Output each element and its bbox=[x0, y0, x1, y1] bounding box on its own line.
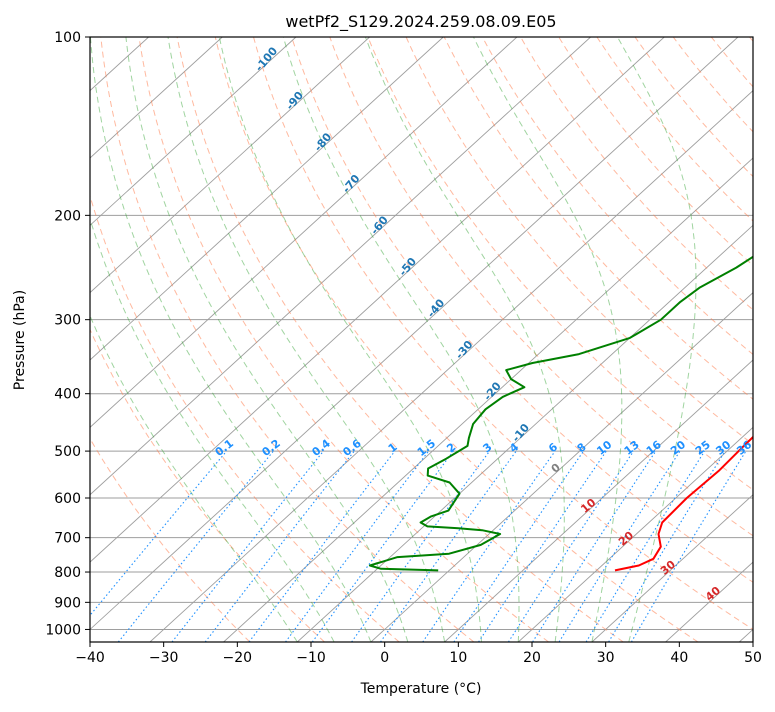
moist-adiabat-label: -70 bbox=[340, 172, 363, 196]
y-tick-label: 300 bbox=[54, 313, 81, 329]
mixing-ratio-label: 1 bbox=[386, 440, 400, 455]
isotherm-line bbox=[3, 37, 665, 642]
isotherm-line bbox=[150, 37, 775, 642]
mixing-ratio-label: 8 bbox=[575, 440, 589, 455]
isotherm-line bbox=[0, 37, 222, 642]
mixing-ratio-label: 13 bbox=[622, 438, 642, 458]
moist-adiabat-label: -20 bbox=[481, 379, 504, 403]
x-tick-label: 0 bbox=[380, 650, 389, 666]
x-tick-label: −30 bbox=[149, 650, 179, 666]
y-tick-label: 1000 bbox=[45, 622, 81, 638]
mixing-ratio-label: 0.4 bbox=[310, 437, 334, 459]
dry-adiabat bbox=[63, 37, 400, 642]
mixing-ratio-line bbox=[205, 451, 354, 642]
dry-adiabat bbox=[521, 37, 775, 642]
x-tick-label: 10 bbox=[449, 650, 467, 666]
mixing-ratio-label: 25 bbox=[693, 438, 713, 458]
isotherm-line bbox=[0, 37, 517, 642]
dry-adiabat-label: 30 bbox=[658, 558, 678, 578]
isotherm-line bbox=[0, 37, 443, 642]
dry-adiabat bbox=[559, 37, 775, 642]
dry-adiabat bbox=[254, 37, 773, 642]
dry-adiabat bbox=[635, 37, 775, 642]
x-tick-label: 40 bbox=[670, 650, 688, 666]
dry-adiabat bbox=[444, 37, 775, 642]
y-axis-label: Pressure (hPa) bbox=[12, 290, 28, 390]
dry-adiabat bbox=[292, 37, 775, 642]
isotherm-line bbox=[224, 37, 775, 642]
mixing-ratio-line bbox=[352, 451, 490, 642]
isotherm-line bbox=[518, 37, 775, 642]
y-tick-label: 600 bbox=[54, 491, 81, 507]
moist-adiabat-label: -80 bbox=[312, 130, 335, 154]
isotherm-line bbox=[739, 37, 775, 642]
dry-adiabat bbox=[25, 37, 325, 642]
y-tick-label: 900 bbox=[54, 595, 81, 611]
mixing-ratio-label: 10 bbox=[594, 438, 614, 458]
moist-adiabat bbox=[90, 37, 371, 642]
mixing-ratio-label: 16 bbox=[644, 438, 664, 458]
mixing-ratio-label: 0.6 bbox=[340, 437, 364, 459]
mixing-ratio-label: 6 bbox=[546, 440, 560, 455]
moist-adiabat-label: -60 bbox=[368, 213, 391, 237]
x-tick-label: −40 bbox=[75, 650, 105, 666]
mixing-ratio-label: 30 bbox=[713, 438, 733, 458]
moist-adiabat bbox=[168, 37, 445, 642]
y-tick-label: 400 bbox=[54, 387, 81, 403]
mixing-ratio-line bbox=[286, 451, 429, 642]
moist-adiabat-label: -50 bbox=[396, 255, 419, 279]
moist-adiabat-label: -40 bbox=[425, 296, 448, 320]
x-tick-label: 30 bbox=[597, 650, 615, 666]
dry-adiabat-label: 20 bbox=[616, 529, 636, 549]
mixing-ratio-line bbox=[118, 451, 273, 642]
x-tick-label: −10 bbox=[296, 650, 326, 666]
mixing-ratio-label: 0.1 bbox=[213, 437, 236, 459]
plot-frame bbox=[90, 37, 753, 642]
mixing-ratio-line bbox=[586, 451, 705, 642]
dry-adiabat bbox=[177, 37, 623, 642]
chart-title: wetPf2_S129.2024.259.08.09.E05 bbox=[285, 12, 556, 32]
moist-adiabat-label: -90 bbox=[283, 89, 306, 113]
dry-adiabat bbox=[711, 37, 775, 642]
mixing-ratio-line bbox=[533, 451, 656, 642]
mixing-ratio-label: 36 bbox=[734, 438, 754, 458]
x-tick-label: 50 bbox=[744, 650, 762, 666]
mixing-ratio-label: 20 bbox=[668, 438, 688, 458]
mixing-ratio-line bbox=[559, 451, 680, 642]
isotherm-line bbox=[0, 37, 591, 642]
dry-adiabat bbox=[0, 37, 250, 642]
moist-adiabat-label: -30 bbox=[453, 338, 476, 362]
y-tick-label: 500 bbox=[54, 444, 81, 460]
dry-adiabat-label: 10 bbox=[578, 496, 598, 516]
moist-adiabat bbox=[283, 37, 519, 642]
x-tick-label: 20 bbox=[523, 650, 541, 666]
moist-adiabat bbox=[33, 37, 298, 642]
mixing-ratio-line bbox=[172, 451, 323, 642]
x-axis-label: Temperature (°C) bbox=[360, 681, 482, 697]
mixing-ratio-line bbox=[68, 451, 227, 642]
dry-adiabat bbox=[673, 37, 775, 642]
isotherm-line bbox=[445, 37, 775, 642]
x-tick-label: −20 bbox=[223, 650, 253, 666]
isotherm-line bbox=[76, 37, 738, 642]
mixing-ratio-label: 1.5 bbox=[415, 437, 438, 459]
moist-adiabat bbox=[474, 37, 622, 642]
y-tick-label: 700 bbox=[54, 531, 81, 547]
dry-adiabat-label: 40 bbox=[703, 584, 723, 604]
mixing-ratio-label: 0.2 bbox=[259, 437, 282, 459]
moist-adiabat bbox=[219, 37, 481, 642]
isotherm-line bbox=[592, 37, 775, 642]
isotherm-line bbox=[0, 37, 370, 642]
y-tick-label: 800 bbox=[54, 565, 81, 581]
isotherm-line bbox=[0, 37, 1, 642]
mixing-ratio-line bbox=[249, 451, 395, 642]
y-tick-label: 200 bbox=[54, 208, 81, 224]
mixing-ratio-line bbox=[479, 451, 607, 642]
y-tick-label: 100 bbox=[54, 30, 81, 46]
dry-adiabat bbox=[368, 37, 775, 642]
